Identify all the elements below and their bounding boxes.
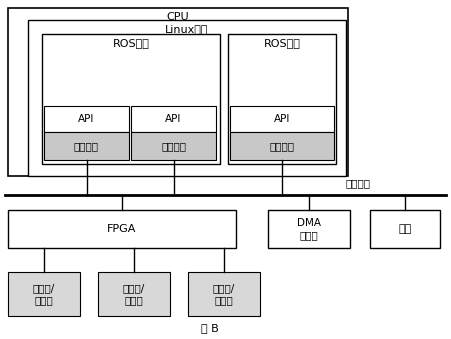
Text: Linux内核: Linux内核 [165,24,209,34]
Text: 驱动程序: 驱动程序 [270,141,295,151]
Text: FPGA: FPGA [107,224,137,234]
Text: 外部总线: 外部总线 [345,178,370,188]
Bar [230,106,334,132]
Bar [131,106,216,132]
Bar [268,210,350,248]
Bar [188,272,260,316]
Text: 传感器/
执行器: 传感器/ 执行器 [213,283,235,305]
Text: DMA
控制器: DMA 控制器 [297,218,321,240]
Text: 内存: 内存 [398,224,412,234]
Bar [230,132,334,160]
Bar [8,272,80,316]
Bar [131,132,216,160]
Text: ROS节点: ROS节点 [263,38,300,48]
Bar [44,132,129,160]
Text: 传感器/
执行器: 传感器/ 执行器 [123,283,145,305]
Text: ROS节点: ROS节点 [113,38,149,48]
Text: API: API [166,114,182,124]
Bar [228,34,336,164]
Bar [370,210,440,248]
Text: 传感器/
执行器: 传感器/ 执行器 [33,283,55,305]
Text: API: API [274,114,290,124]
Bar [42,34,220,164]
Bar [98,272,170,316]
Text: 驱动程序: 驱动程序 [161,141,186,151]
Bar [8,8,348,176]
Text: API: API [78,114,95,124]
Bar [44,106,129,132]
Text: 图 B: 图 B [201,323,219,333]
Bar [8,210,236,248]
Text: CPU: CPU [167,12,189,22]
Text: 驱动程序: 驱动程序 [74,141,99,151]
Bar [28,20,346,176]
